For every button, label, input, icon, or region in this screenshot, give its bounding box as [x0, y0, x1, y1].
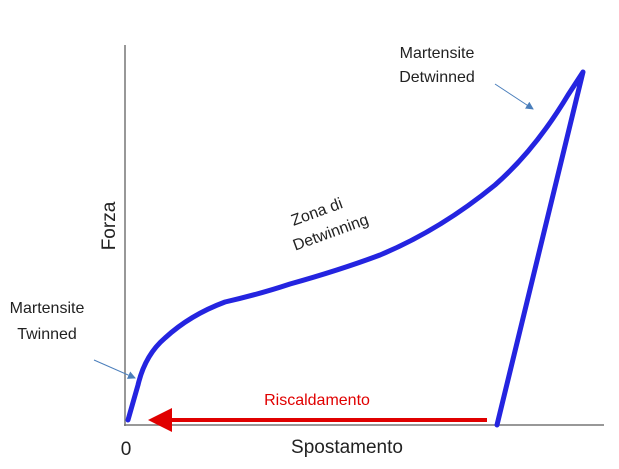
origin-label: 0 [121, 439, 132, 460]
pointer-arrow [494, 83, 534, 110]
force-curve [125, 69, 586, 428]
annotation: Martensite [400, 45, 475, 62]
x-axis-label: Spostamento [291, 437, 403, 458]
annotation: Twinned [17, 326, 77, 343]
annotation: Martensite [10, 300, 85, 317]
y-axis-label: Forza [99, 201, 120, 250]
pointer-arrow [93, 359, 136, 379]
annotation: Detwinned [399, 69, 475, 86]
heating-label: Riscaldamento [264, 392, 370, 409]
